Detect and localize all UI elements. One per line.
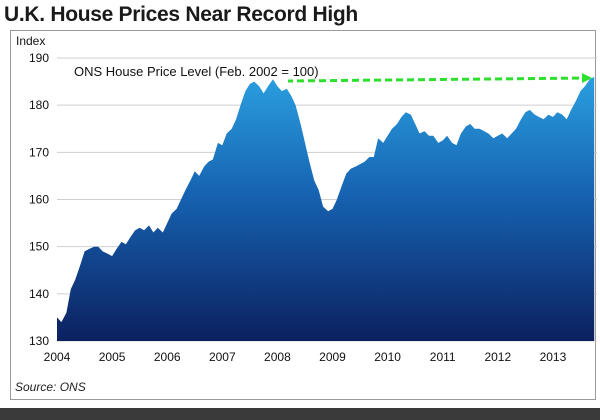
chart-title: U.K. House Prices Near Record High: [4, 3, 358, 26]
y-axis-label: Index: [16, 34, 45, 48]
series-annotation: ONS House Price Level (Feb. 2002 = 100): [74, 64, 319, 79]
record-high-arrow: [287, 73, 592, 84]
x-tick-label: 2008: [264, 350, 291, 364]
x-tick-label: 2010: [374, 350, 401, 364]
x-tick-label: 2011: [430, 350, 456, 364]
y-tick-label: 190: [29, 51, 49, 65]
x-tick-label: 2007: [209, 350, 236, 364]
bottom-bar: [0, 408, 600, 420]
y-tick-label: 140: [29, 287, 49, 301]
y-tick-label: 130: [29, 334, 49, 348]
y-tick-label: 180: [29, 98, 49, 112]
x-tick-label: 2006: [154, 350, 181, 364]
x-tick-label: 2012: [484, 350, 511, 364]
y-tick-label: 160: [29, 193, 49, 207]
x-tick-label: 2013: [540, 350, 567, 364]
x-tick-label: 2004: [44, 350, 71, 364]
y-tick-label: 170: [29, 145, 49, 159]
y-tick-label: 150: [29, 240, 49, 254]
house-price-area: [57, 76, 595, 342]
source-note: Source: ONS: [15, 380, 86, 394]
x-tick-label: 2005: [99, 350, 126, 364]
x-tick-label: 2009: [319, 350, 346, 364]
